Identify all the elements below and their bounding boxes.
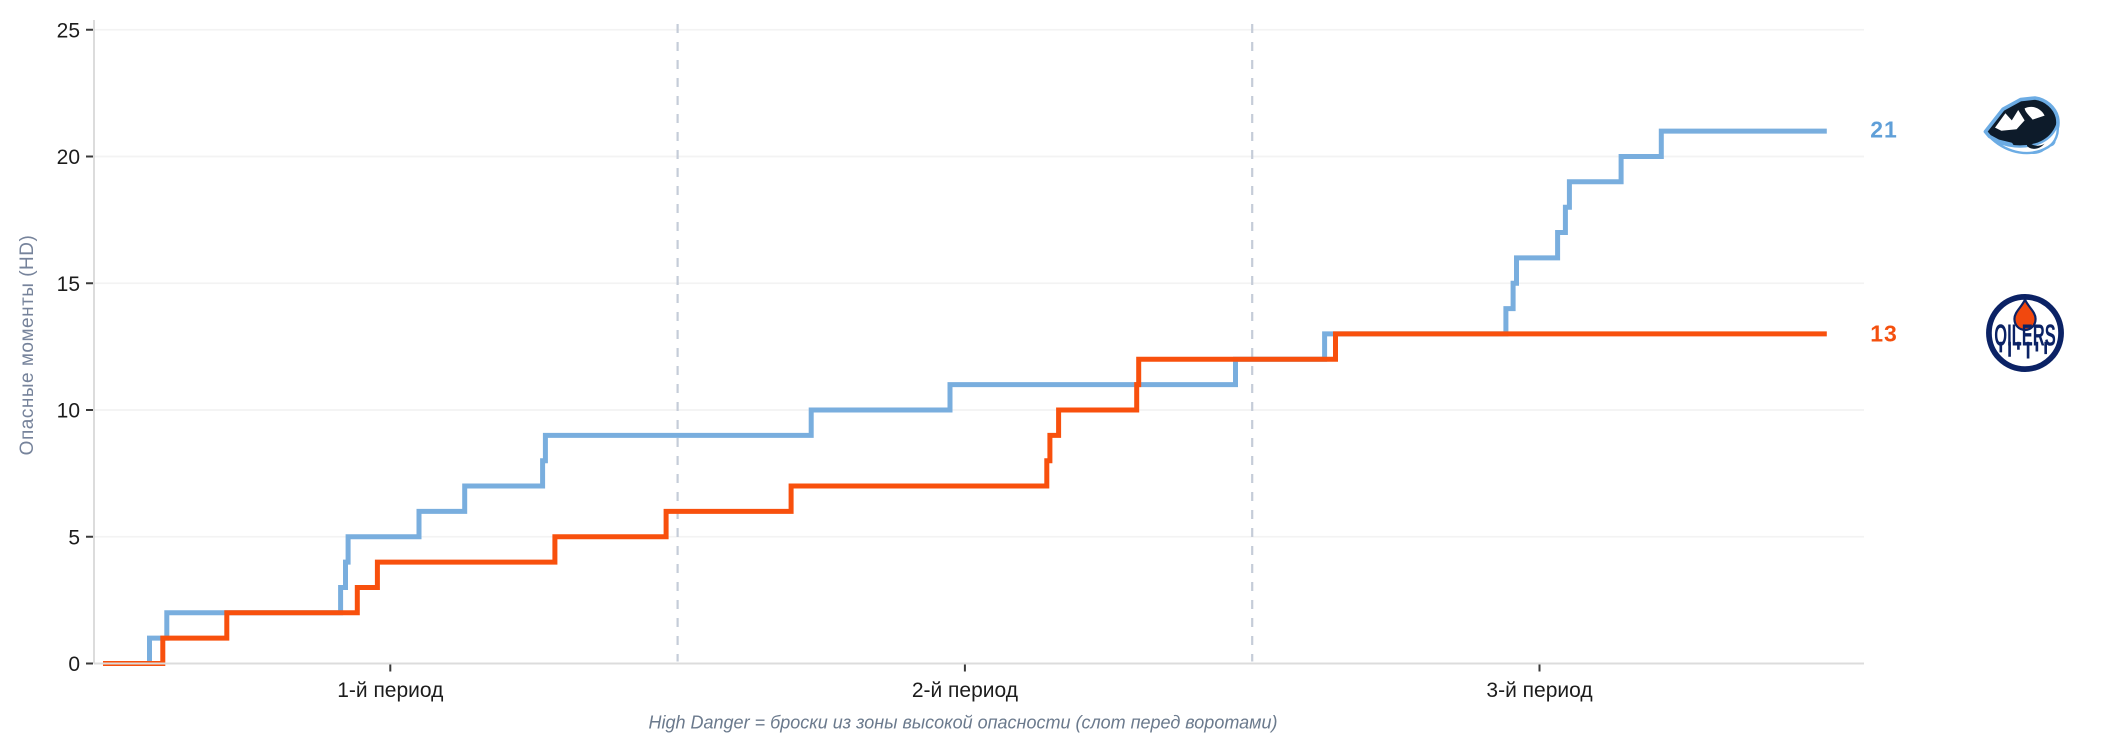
- x-tick-label-3: 3-й период: [1486, 679, 1592, 702]
- y-axis-title: Опасные моменты (HD): [17, 234, 38, 456]
- y-tick-label-10: 10: [57, 400, 80, 423]
- oilers-letter-drips: [1999, 341, 2047, 359]
- mammoth-trunk-tip: [2027, 139, 2045, 149]
- series-line-mammoth: [103, 128, 1827, 666]
- mammoth-brow: [2024, 106, 2045, 120]
- y-tick-label-20: 20: [57, 146, 80, 169]
- mammoth-mountain-snow: [1995, 110, 2025, 131]
- series-line-oilers: [103, 331, 1827, 666]
- y-tick-label-0: 0: [68, 653, 80, 676]
- x-tick-label-2: 2-й период: [912, 679, 1018, 702]
- chart-caption: High Danger = броски из зоны высокой опа…: [648, 712, 1278, 733]
- y-tick-label-25: 25: [57, 19, 80, 42]
- y-tick-label-5: 5: [68, 526, 80, 549]
- team2-final-value: 13: [1870, 320, 1898, 347]
- oilers-oil-drop: [2013, 296, 2037, 332]
- y-tick-label-15: 15: [57, 273, 80, 296]
- utah-mammoth-logo: [1983, 96, 2060, 155]
- edmonton-oilers-logo: OILERS: [1986, 294, 2064, 372]
- x-tick-label-1: 1-й период: [337, 679, 443, 702]
- team1-final-value: 21: [1870, 116, 1898, 143]
